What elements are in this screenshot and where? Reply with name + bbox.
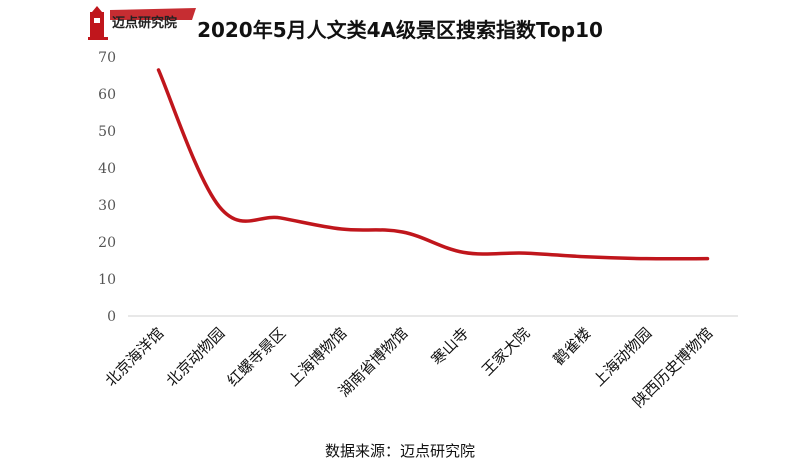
y-tick-label: 60 (98, 87, 116, 103)
source-note: 数据来源：迈点研究院 (324, 442, 475, 460)
y-tick-label: 50 (98, 124, 116, 140)
y-tick-label: 70 (98, 50, 116, 66)
y-tick-label: 0 (107, 309, 116, 325)
y-axis-ticks: 0 10 20 30 40 50 60 70 (98, 50, 116, 325)
line-chart: 0 10 20 30 40 50 60 70 北京海洋馆北京动物园红螺寺景区上海博物馆湖南省博… (98, 50, 738, 411)
y-tick-label: 30 (98, 198, 116, 214)
x-tick-label: 鹳雀楼 (550, 324, 595, 369)
y-tick-label: 40 (98, 161, 116, 177)
lighthouse-icon (88, 6, 108, 40)
x-tick-label: 寒山寺 (428, 324, 473, 369)
x-tick-label: 北京动物园 (163, 324, 229, 390)
x-tick-label: 王家大院 (478, 324, 533, 379)
series-line (156, 68, 710, 261)
logo-name: 迈点研究院 (112, 16, 178, 31)
y-tick-label: 10 (98, 272, 116, 288)
logo-banner (110, 8, 196, 20)
x-tick-label: 红螺寺景区 (224, 324, 290, 390)
chart-title: 2020年5月人文类4A级景区搜索指数Top10 (197, 18, 603, 42)
x-tick-label: 北京海洋馆 (102, 324, 168, 390)
x-tick-label: 上海动物园 (590, 324, 656, 390)
x-tick-label: 上海博物馆 (285, 324, 351, 390)
brand-logo (88, 6, 196, 40)
y-tick-label: 20 (98, 235, 116, 251)
series-lines (156, 68, 710, 261)
